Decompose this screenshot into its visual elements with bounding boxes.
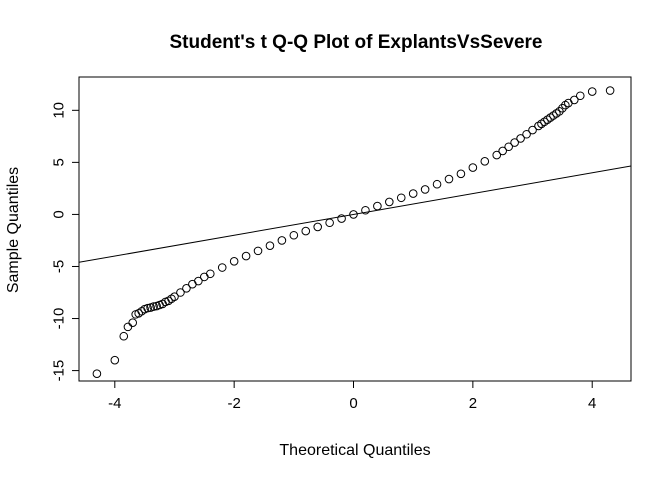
data-point bbox=[92, 369, 102, 379]
y-tick-label: 10 bbox=[51, 102, 68, 119]
data-point bbox=[570, 95, 579, 105]
data-point bbox=[504, 142, 513, 152]
data-point bbox=[253, 246, 263, 256]
data-point bbox=[552, 109, 561, 118]
y-tick-label: -15 bbox=[51, 360, 68, 382]
data-point bbox=[241, 251, 251, 261]
data-point bbox=[549, 111, 558, 120]
data-point bbox=[558, 103, 567, 113]
data-point bbox=[229, 256, 239, 266]
data-point bbox=[265, 241, 275, 250]
y-tick-label: 5 bbox=[51, 158, 68, 166]
data-point bbox=[217, 263, 227, 272]
data-point bbox=[492, 150, 502, 160]
data-point bbox=[170, 292, 179, 301]
data-point bbox=[337, 214, 346, 223]
x-tick-label: 4 bbox=[588, 395, 596, 412]
x-tick-label: -4 bbox=[108, 395, 121, 412]
data-point bbox=[182, 284, 191, 293]
data-point bbox=[408, 189, 418, 198]
data-point bbox=[522, 129, 531, 139]
reference-line-group bbox=[79, 165, 631, 263]
data-point bbox=[313, 222, 323, 232]
data-point bbox=[325, 218, 334, 228]
y-tick-label: 0 bbox=[51, 210, 68, 218]
data-point bbox=[385, 197, 394, 207]
data-point bbox=[587, 87, 597, 96]
data-point bbox=[373, 201, 382, 211]
x-axis-label: Theoretical Quantiles bbox=[279, 442, 430, 459]
data-point bbox=[480, 157, 490, 166]
chart-title: Student's t Q-Q Plot of ExplantsVsSevere bbox=[170, 32, 543, 53]
data-point bbox=[301, 226, 311, 236]
data-point bbox=[546, 113, 555, 122]
data-point bbox=[605, 86, 615, 95]
data-point bbox=[277, 236, 287, 245]
data-point bbox=[176, 288, 185, 297]
reference-line bbox=[79, 165, 631, 263]
data-point bbox=[540, 117, 549, 127]
x-axis: -4 -2 0 2 4 bbox=[108, 381, 596, 412]
data-point bbox=[516, 134, 525, 143]
y-axis: -15 -10 -5 0 5 10 bbox=[51, 102, 79, 382]
data-point bbox=[468, 163, 478, 172]
data-point bbox=[575, 91, 585, 101]
data-point bbox=[349, 210, 358, 219]
y-tick-label: -5 bbox=[51, 260, 68, 273]
data-point bbox=[143, 303, 152, 313]
data-point bbox=[555, 107, 564, 116]
data-point bbox=[510, 138, 519, 147]
data-point bbox=[361, 205, 370, 215]
x-tick-label: -2 bbox=[227, 395, 240, 412]
data-point bbox=[528, 125, 537, 135]
data-point bbox=[164, 296, 173, 306]
x-tick-label: 2 bbox=[469, 395, 477, 412]
y-tick-label: -10 bbox=[51, 308, 68, 330]
data-point bbox=[456, 169, 466, 179]
data-point bbox=[134, 309, 143, 318]
data-point bbox=[561, 100, 570, 110]
data-point bbox=[167, 294, 176, 304]
data-point bbox=[444, 174, 454, 184]
plot-frame bbox=[78, 76, 632, 382]
data-point bbox=[194, 276, 203, 286]
data-point bbox=[534, 121, 543, 131]
data-point bbox=[537, 119, 546, 129]
data-point bbox=[128, 318, 138, 327]
data-point bbox=[149, 302, 158, 311]
y-axis-label: Sample Quantiles bbox=[5, 167, 22, 293]
data-point bbox=[110, 355, 120, 365]
points bbox=[92, 86, 615, 379]
data-point bbox=[420, 185, 430, 194]
data-point bbox=[432, 179, 442, 189]
data-point bbox=[543, 115, 552, 124]
data-point bbox=[396, 193, 406, 203]
data-point bbox=[498, 146, 507, 156]
data-point bbox=[123, 322, 133, 332]
x-tick-label: 0 bbox=[349, 395, 357, 412]
data-point bbox=[119, 331, 129, 341]
data-point bbox=[205, 269, 215, 279]
data-point bbox=[289, 230, 299, 240]
